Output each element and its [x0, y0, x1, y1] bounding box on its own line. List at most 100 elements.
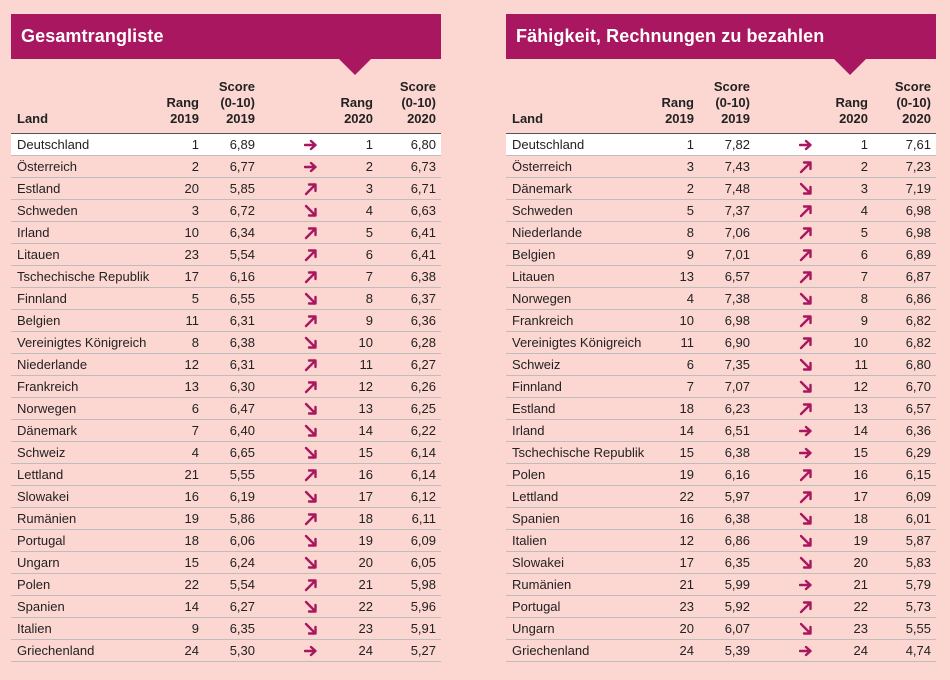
cell-score-2020: 6,12 [410, 489, 436, 504]
cell-rang-2019: 9 [191, 621, 199, 636]
cell-rang-2020: 12 [358, 379, 373, 394]
cell-score-2020: 5,79 [905, 577, 931, 592]
table-row: Spanien 16 6,38 18 6,01 [506, 508, 936, 530]
arrow-up-right-icon [799, 314, 813, 328]
cell-land: Vereinigtes Königreich [512, 335, 642, 350]
header-land: Land [512, 111, 544, 126]
cell-rang-2020: 12 [853, 379, 868, 394]
cell-rang-2019: 23 [184, 247, 199, 262]
cell-rang-2020: 5 [860, 225, 868, 240]
arrow-down-right-icon [304, 292, 318, 306]
table-row: Belgien 9 7,01 6 6,89 [506, 244, 936, 266]
arrow-down-right-icon [304, 402, 318, 416]
table-row: Österreich 3 7,43 2 7,23 [506, 156, 936, 178]
cell-land: Spanien [512, 511, 560, 526]
cell-rang-2020: 1 [860, 137, 868, 152]
cell-land: Rumänien [17, 511, 77, 526]
cell-land: Niederlande [17, 357, 88, 372]
banner-pointer [834, 59, 866, 75]
cell-land: Ungarn [512, 621, 555, 636]
table-row: Portugal 18 6,06 19 6,09 [11, 530, 441, 552]
cell-land: Portugal [17, 533, 66, 548]
cell-rang-2019: 23 [679, 599, 694, 614]
table-body: Deutschland 1 6,89 1 6,80 Österreich 2 6,77 2 6,7… [11, 133, 441, 662]
cell-land: Frankreich [17, 379, 79, 394]
arrow-down-right-icon [304, 490, 318, 504]
cell-rang-2020: 21 [358, 577, 373, 592]
cell-rang-2019: 3 [686, 159, 694, 174]
arrow-right-icon [799, 446, 813, 460]
cell-rang-2020: 10 [853, 335, 868, 350]
banner-pointer [339, 59, 371, 75]
cell-rang-2019: 6 [686, 357, 694, 372]
cell-rang-2020: 18 [358, 511, 373, 526]
table-title: Gesamtrangliste [21, 26, 164, 46]
cell-score-2019: 6,31 [229, 313, 255, 328]
cell-score-2019: 5,97 [724, 489, 750, 504]
table-row: Finnland 5 6,55 8 6,37 [11, 288, 441, 310]
cell-score-2019: 6,27 [229, 599, 255, 614]
cell-score-2019: 6,24 [229, 555, 255, 570]
cell-rang-2019: 18 [679, 401, 694, 416]
cell-score-2019: 6,51 [724, 423, 750, 438]
cell-score-2020: 6,22 [410, 423, 436, 438]
cell-score-2020: 5,98 [410, 577, 436, 592]
cell-score-2019: 7,01 [724, 247, 750, 262]
table-row: Ungarn 15 6,24 20 6,05 [11, 552, 441, 574]
cell-score-2020: 6,73 [410, 159, 436, 174]
cell-land: Spanien [17, 599, 65, 614]
cell-land: Vereinigtes Königreich [17, 335, 147, 350]
cell-rang-2019: 2 [191, 159, 199, 174]
cell-land: Schweden [512, 203, 573, 218]
cell-rang-2020: 7 [365, 269, 373, 284]
arrow-up-right-icon [304, 358, 318, 372]
cell-rang-2019: 8 [191, 335, 199, 350]
cell-score-2020: 6,71 [410, 181, 436, 196]
cell-rang-2020: 4 [860, 203, 868, 218]
cell-rang-2020: 8 [860, 291, 868, 306]
table-row: Spanien 14 6,27 22 5,96 [11, 596, 441, 618]
table-row: Litauen 23 5,54 6 6,41 [11, 244, 441, 266]
cell-score-2019: 6,89 [229, 137, 255, 152]
cell-land: Tschechische Republik [17, 269, 150, 284]
cell-rang-2020: 16 [853, 467, 868, 482]
arrow-down-right-icon [304, 556, 318, 570]
table-row: Estland 18 6,23 13 6,57 [506, 398, 936, 420]
cell-score-2020: 6,38 [410, 269, 436, 284]
cell-rang-2019: 24 [184, 643, 199, 658]
table-row: Irland 14 6,51 14 6,36 [506, 420, 936, 442]
cell-score-2019: 6,90 [724, 335, 750, 350]
table-row: Niederlande 8 7,06 5 6,98 [506, 222, 936, 244]
cell-rang-2020: 16 [358, 467, 373, 482]
arrow-up-right-icon [304, 512, 318, 526]
table-title-banner: Fähigkeit, Rechnungen zu bezahlen [506, 14, 936, 75]
cell-rang-2019: 13 [184, 379, 199, 394]
cell-rang-2019: 21 [184, 467, 199, 482]
cell-rang-2020: 8 [365, 291, 373, 306]
cell-rang-2020: 3 [860, 181, 868, 196]
cell-rang-2019: 5 [191, 291, 199, 306]
cell-score-2019: 6,65 [229, 445, 255, 460]
cell-score-2019: 6,77 [229, 159, 255, 174]
arrow-up-right-icon [304, 270, 318, 284]
cell-score-2020: 6,98 [905, 225, 931, 240]
arrow-down-right-icon [799, 358, 813, 372]
cell-score-2019: 7,43 [724, 159, 750, 174]
cell-score-2020: 6,27 [410, 357, 436, 372]
cell-land: Litauen [17, 247, 60, 262]
table-row: Vereinigtes Königreich 8 6,38 10 6,28 [11, 332, 441, 354]
cell-land: Deutschland [512, 137, 585, 152]
cell-score-2020: 6,82 [905, 335, 931, 350]
arrow-up-right-icon [799, 204, 813, 218]
cell-rang-2020: 23 [853, 621, 868, 636]
cell-rang-2020: 5 [365, 225, 373, 240]
cell-score-2019: 6,47 [229, 401, 255, 416]
cell-land: Ungarn [17, 555, 60, 570]
cell-rang-2020: 11 [854, 357, 869, 372]
cell-rang-2020: 14 [358, 423, 373, 438]
cell-score-2020: 6,86 [905, 291, 931, 306]
header-land: Land [17, 111, 49, 126]
cell-score-2019: 6,35 [229, 621, 255, 636]
table-row: Vereinigtes Königreich 11 6,90 10 6,82 [506, 332, 936, 354]
cell-rang-2019: 6 [191, 401, 199, 416]
